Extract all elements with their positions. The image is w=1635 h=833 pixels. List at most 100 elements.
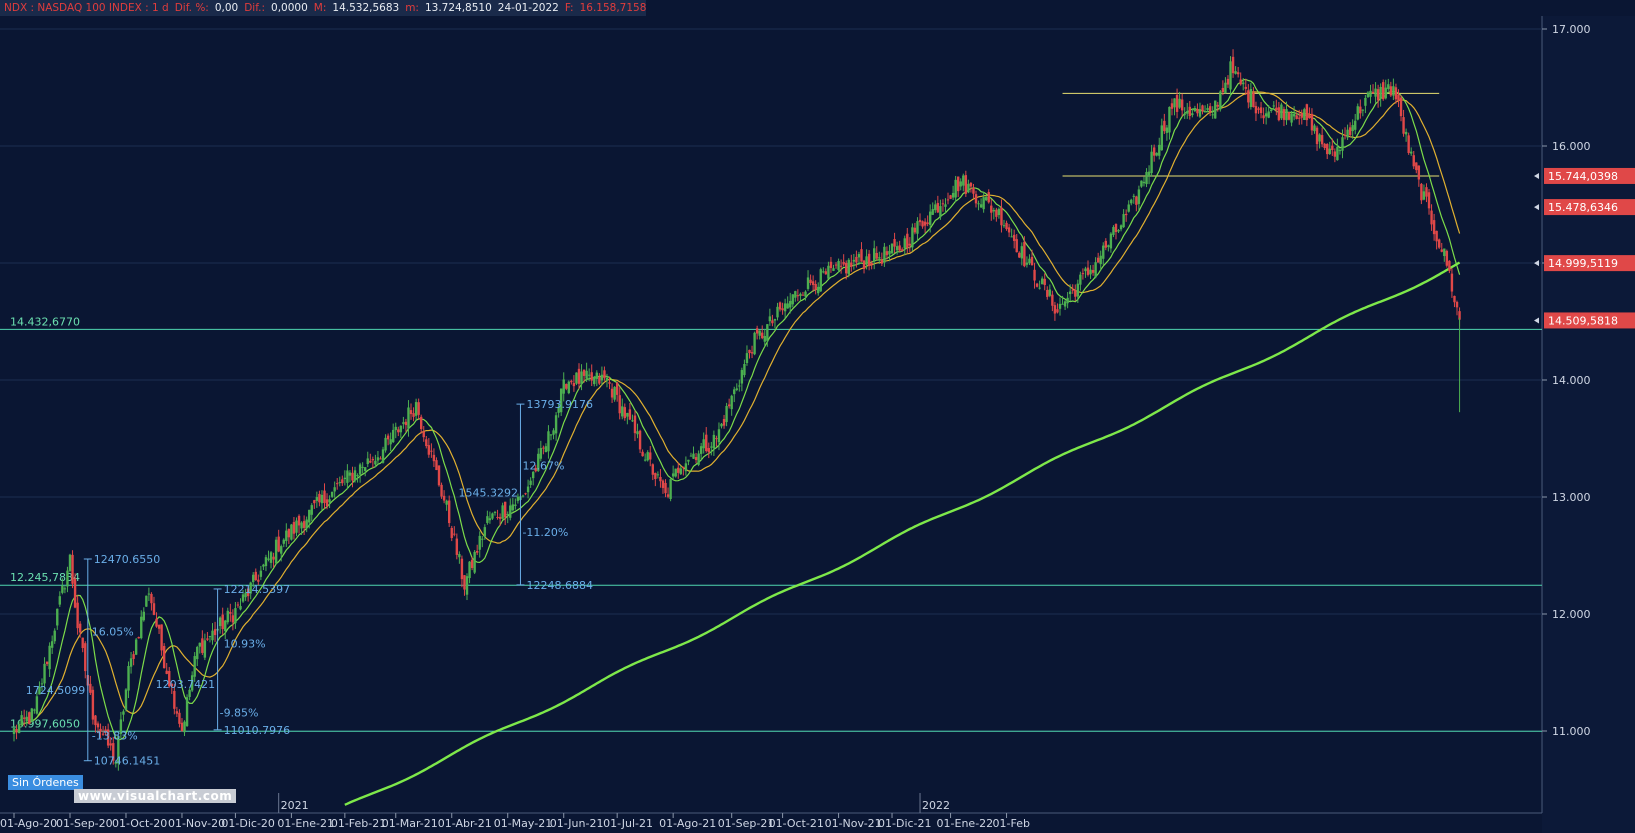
candle-body	[1094, 262, 1097, 278]
candle-body	[707, 447, 710, 453]
candle-body	[638, 430, 642, 450]
y-tick-label: 13.000	[1552, 491, 1591, 504]
candle-body	[173, 690, 176, 709]
candle-body	[733, 389, 736, 395]
candle-body	[1007, 227, 1011, 233]
candle-body	[516, 496, 520, 501]
candle-body	[679, 468, 682, 475]
candle-body	[1163, 120, 1166, 132]
moving-average-200	[344, 261, 1461, 806]
candle-body	[727, 404, 731, 407]
candle-body	[1012, 234, 1016, 241]
candle-body	[315, 497, 319, 501]
candle-body	[117, 736, 120, 764]
candle-body	[837, 260, 840, 271]
candle-body	[353, 470, 357, 481]
candle-body	[68, 554, 72, 571]
candle-body	[817, 286, 820, 294]
candle-body	[1142, 181, 1146, 184]
candle-body	[12, 728, 16, 734]
candle-body	[106, 729, 110, 746]
candle-body	[730, 395, 733, 410]
x-tick-label: 01-Ene-22	[937, 817, 994, 830]
candle-body	[1226, 78, 1230, 85]
candle-body	[923, 221, 927, 226]
measure-label: 12214.5397	[224, 583, 290, 596]
candle-body	[931, 209, 934, 215]
candle-body	[1348, 127, 1352, 136]
candle-body	[241, 594, 245, 602]
candle-body	[1109, 233, 1113, 249]
candle-body	[1140, 180, 1143, 187]
candle-body	[1440, 249, 1443, 252]
candle-body	[1387, 84, 1390, 89]
candle-body	[320, 494, 324, 504]
candle-body	[1076, 283, 1080, 297]
x-tick-label: 01-Dic-21	[878, 817, 932, 830]
candle-body	[1397, 94, 1400, 101]
candle-body	[990, 205, 993, 213]
candle-body	[1043, 278, 1046, 286]
candle-body	[1254, 106, 1258, 114]
candle-body	[967, 183, 970, 193]
candle-body	[328, 499, 331, 503]
candle-body	[208, 636, 212, 638]
candle-body	[1096, 257, 1100, 263]
candle-body	[297, 515, 301, 526]
candle-body	[475, 550, 479, 553]
candle-body	[1438, 239, 1441, 248]
candle-body	[1443, 248, 1446, 257]
candle-body	[1379, 86, 1382, 99]
candle-body	[338, 482, 341, 484]
candle-body	[995, 209, 998, 217]
candle-body	[618, 395, 621, 414]
candle-body	[1086, 267, 1090, 275]
candle-body	[1384, 87, 1387, 99]
candle-body	[1219, 91, 1222, 110]
candle-body	[855, 256, 858, 263]
candle-body	[699, 446, 703, 454]
candle-body	[669, 479, 672, 499]
candle-body	[1119, 225, 1123, 230]
candle-body	[671, 473, 675, 477]
candle-body	[28, 712, 31, 724]
candle-body	[496, 516, 499, 518]
candle-body	[458, 554, 461, 558]
candle-body	[1188, 106, 1191, 117]
candle-body	[1292, 113, 1296, 117]
price-tag-arrow	[1534, 204, 1539, 211]
candle-body	[386, 435, 390, 440]
candle-body	[1285, 109, 1288, 121]
candle-body	[959, 181, 962, 187]
candle-body	[109, 743, 112, 746]
x-tick-label: 01-Nov-20	[168, 817, 225, 830]
candle-body	[850, 262, 853, 267]
candle-body	[918, 219, 922, 223]
candle-body	[552, 430, 555, 435]
candle-body	[1272, 105, 1275, 107]
orders-button[interactable]: Sin Órdenes	[8, 775, 83, 790]
candle-body	[50, 641, 54, 648]
candle-body	[839, 265, 843, 267]
candle-body	[1394, 87, 1398, 100]
candle-body	[1422, 191, 1426, 200]
candle-body	[822, 271, 825, 273]
y-tick-label: 14.000	[1552, 374, 1591, 387]
candle-body	[633, 415, 637, 434]
candle-body	[99, 728, 102, 732]
candle-body	[521, 495, 525, 497]
candle-body	[827, 265, 830, 279]
candle-body	[941, 203, 945, 205]
candle-body	[302, 521, 306, 528]
candle-body	[1356, 106, 1359, 120]
candle-body	[1458, 311, 1461, 320]
candle-body	[867, 253, 871, 266]
candle-body	[559, 388, 563, 413]
candle-body	[748, 349, 751, 354]
candle-body	[610, 388, 614, 398]
measure-label: 16.05%	[92, 626, 134, 639]
candle-body	[1415, 162, 1418, 171]
y-tick-label: 11.000	[1552, 725, 1591, 738]
candle-body	[445, 500, 448, 505]
